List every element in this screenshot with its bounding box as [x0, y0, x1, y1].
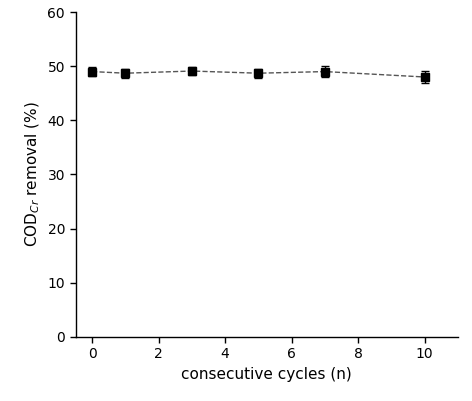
X-axis label: consecutive cycles (n): consecutive cycles (n) — [181, 367, 352, 382]
Y-axis label: COD$_{Cr}$ removal (%): COD$_{Cr}$ removal (%) — [24, 101, 42, 247]
